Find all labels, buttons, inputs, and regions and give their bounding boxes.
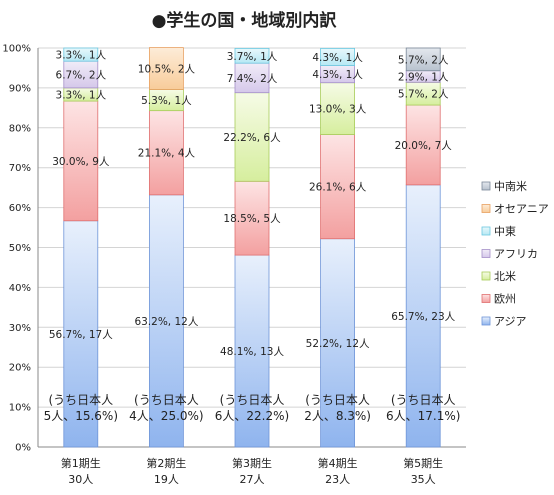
data-label: 5.7%, 2人 <box>398 54 449 66</box>
bar-segment <box>148 110 184 196</box>
data-label: 6.7%, 2人 <box>56 70 107 82</box>
legend-label: 中南米 <box>494 180 527 193</box>
annotation-line1: (うち日本人 <box>391 393 456 407</box>
bar-segment <box>405 184 441 448</box>
x-tick-sublabel: 23人 <box>325 473 350 486</box>
data-label: 4.3%, 1人 <box>312 52 363 64</box>
annotation-line2: 4人、25.0%) <box>129 409 203 423</box>
legend-label: 中東 <box>494 225 516 238</box>
y-tick-label: 100% <box>2 44 31 55</box>
legend-label: アジア <box>494 315 527 328</box>
x-tick-sublabel: 35人 <box>411 473 436 486</box>
y-axis-ticks: 0% 10% 20% 30% 40% 50% 60% 70% 80% 90% 100% <box>2 44 31 454</box>
y-tick-label: 10% <box>9 403 31 414</box>
bar-segment <box>148 47 184 90</box>
data-label: 2.9%, 1人 <box>398 72 449 84</box>
data-label: 56.7%, 17人 <box>49 329 113 341</box>
bar-segment <box>405 104 441 186</box>
y-tick-label: 80% <box>9 123 31 134</box>
y-tick-label: 40% <box>9 283 31 294</box>
legend-swatch <box>481 204 491 213</box>
data-label: 21.1%, 4人 <box>138 148 196 160</box>
data-label: 5.3%, 1人 <box>141 95 192 107</box>
bar-segment <box>234 92 270 182</box>
y-tick-label: 70% <box>9 163 31 174</box>
data-label: 7.4%, 2人 <box>227 73 278 85</box>
legend-label: オセアニア <box>494 203 549 216</box>
data-label: 20.0%, 7人 <box>395 140 453 152</box>
bar-segment <box>63 60 99 89</box>
data-label: 63.2%, 12人 <box>134 316 198 328</box>
bar-segment <box>234 47 270 64</box>
legend-swatch <box>481 271 491 281</box>
bar-segment <box>405 47 441 72</box>
x-tick-label: 第5期生 <box>403 456 443 470</box>
x-tick-sublabel: 30人 <box>68 473 93 486</box>
legend-swatch <box>481 226 491 236</box>
data-labels: 56.7%, 17人 30.0%, 9人 3.3%, 1人 6.7%, 2人 3.3%,… <box>49 50 456 358</box>
bar-segment <box>63 220 99 448</box>
data-label: 3.3%, 1人 <box>56 89 107 101</box>
legend-label: 北米 <box>494 270 516 283</box>
data-label: 3.3%, 1人 <box>56 50 107 62</box>
x-tick-label: 第1期生 <box>61 456 101 470</box>
data-label: 22.2%, 6人 <box>223 132 281 144</box>
annotation-line2: 6人、17.1%) <box>386 409 460 423</box>
data-label: 30.0%, 9人 <box>52 156 110 168</box>
bar-segment <box>234 180 270 256</box>
legend-swatch <box>481 181 491 191</box>
y-tick-label: 50% <box>9 243 31 254</box>
data-label: 26.1%, 6人 <box>309 182 367 194</box>
chart-title: ●学生の国・地域別内訳 <box>152 10 338 31</box>
data-label: 10.5%, 2人 <box>138 64 196 76</box>
data-label: 48.1%, 13人 <box>220 346 284 358</box>
annotations: (うち日本人 5人、15.6%) (うち日本人 4人、25.0%) (うち日本人 6人、2… <box>44 393 461 423</box>
data-label: 4.3%, 1人 <box>312 69 363 81</box>
annotation-line1: (うち日本人 <box>305 393 370 407</box>
annotation-line1: (うち日本人 <box>134 393 199 407</box>
legend-swatch <box>481 249 491 258</box>
bar-segment <box>320 47 356 66</box>
x-axis-ticks: 第1期生 30人 第2期生 19人 第3期生 27人 第4期生 23人 第5期生 35人 <box>61 456 443 486</box>
legend-label: アフリカ <box>494 248 538 261</box>
annotation-line2: 6人、22.2%) <box>215 409 289 423</box>
bar-segment <box>63 47 99 62</box>
y-tick-label: 30% <box>9 323 31 334</box>
x-tick-label: 第3期生 <box>232 456 272 470</box>
y-tick-label: 60% <box>9 203 31 214</box>
x-tick-sublabel: 19人 <box>154 473 179 486</box>
y-tick-label: 0% <box>15 443 31 454</box>
y-tick-label: 90% <box>9 83 31 94</box>
bar-segment <box>320 82 356 135</box>
data-label: 65.7%, 23人 <box>391 311 455 323</box>
annotation-line1: (うち日本人 <box>220 393 285 407</box>
annotation-line1: (うち日本人 <box>48 393 113 407</box>
legend-swatch <box>481 294 491 303</box>
data-label: 5.7%, 2人 <box>398 89 449 101</box>
legend-swatch <box>481 316 491 326</box>
data-label: 13.0%, 3人 <box>309 104 367 116</box>
x-tick-label: 第4期生 <box>318 456 358 470</box>
annotation-line2: 5人、15.6%) <box>44 409 118 423</box>
legend-label: 欧州 <box>494 293 516 306</box>
data-label: 52.2%, 12人 <box>306 338 370 350</box>
annotation-line2: 2人、8.3%) <box>304 409 371 423</box>
bar-segment <box>320 134 356 240</box>
bar-segment <box>148 194 184 448</box>
data-label: 18.5%, 5人 <box>223 213 281 225</box>
bars <box>63 47 441 448</box>
x-tick-label: 第2期生 <box>146 456 186 470</box>
data-label: 3.7%, 1人 <box>227 51 278 63</box>
x-tick-sublabel: 27人 <box>240 473 265 486</box>
bar-segment <box>234 62 270 94</box>
y-tick-label: 20% <box>9 363 31 374</box>
bar-segment <box>234 254 270 448</box>
